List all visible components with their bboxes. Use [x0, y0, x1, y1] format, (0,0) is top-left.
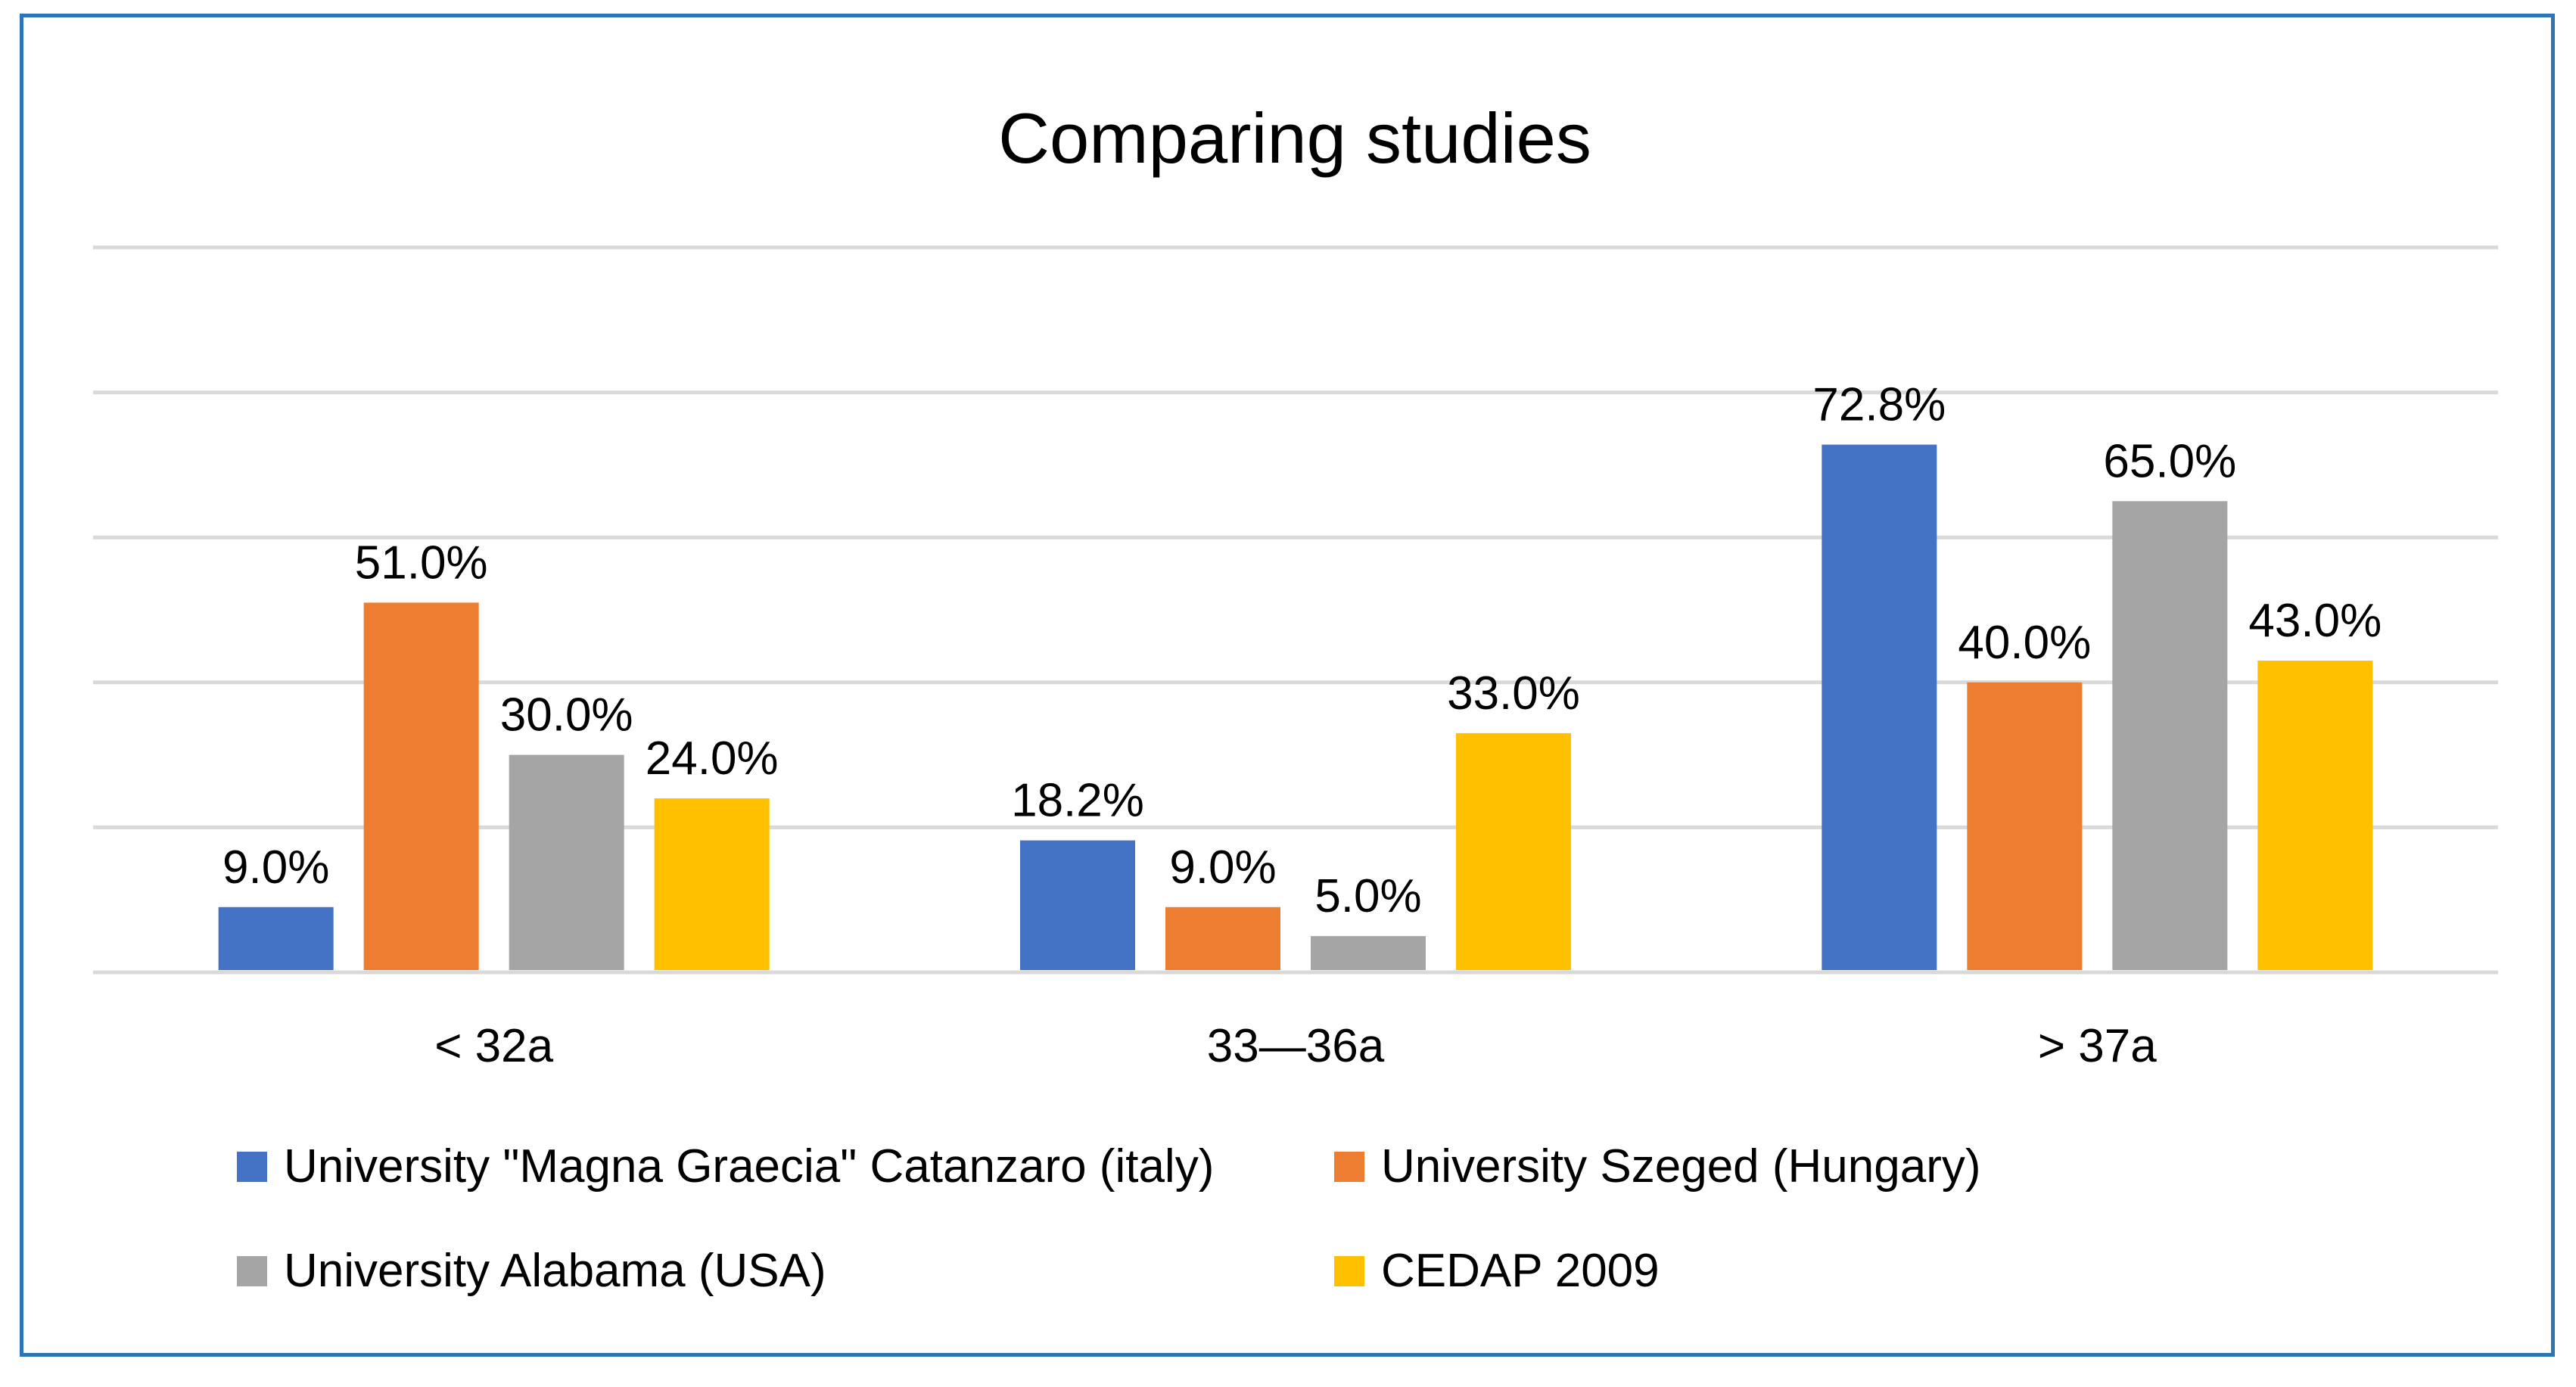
data-label: 24.0%: [646, 732, 779, 785]
bar: [218, 907, 334, 970]
bar: [1311, 936, 1426, 970]
chart-frame: Comparing studies 9.0% 51.0% 30.0% 24.0% 18.…: [20, 14, 2555, 1357]
data-label: 9.0%: [1169, 841, 1276, 894]
legend-swatch: [1334, 1255, 1364, 1286]
legend-swatch: [1334, 1151, 1364, 1182]
data-label: 40.0%: [1958, 617, 2091, 669]
bar: [1967, 682, 2083, 970]
data-label: 72.8%: [1812, 379, 1946, 431]
data-label: 5.0%: [1314, 870, 1421, 922]
legend-label: CEDAP 2009: [1381, 1245, 1660, 1297]
data-label: 65.0%: [2103, 435, 2236, 487]
data-labels-group: 9.0% 51.0% 30.0%24.0% 18.2% 9.0% 5.0% 33.0% 72.…: [222, 379, 2382, 923]
legend-label: University Szeged (Hungary): [1381, 1140, 1981, 1193]
bar: [1165, 907, 1280, 970]
bars-group: [218, 444, 2373, 970]
bar: [654, 798, 770, 970]
legend-item: University "Magna Graecia" Catanzaro (it…: [237, 1140, 1214, 1193]
legend-item: University Szeged (Hungary): [1334, 1140, 1981, 1193]
bar: [1822, 444, 1937, 970]
legend-swatch: [237, 1151, 267, 1182]
data-label: 18.2%: [1011, 775, 1144, 827]
chart-title: Comparing studies: [998, 98, 1591, 178]
bar: [363, 602, 479, 970]
legend-label: University "Magna Graecia" Catanzaro (it…: [284, 1140, 1215, 1193]
data-label: 30.0%: [500, 689, 633, 742]
legend-label: University Alabama (USA): [284, 1245, 826, 1297]
bar: [1456, 732, 1571, 970]
bar: [1020, 840, 1135, 970]
data-label: 43.0%: [2248, 595, 2382, 647]
bar: [2257, 661, 2373, 970]
x-tick-label: < 32a: [434, 1020, 553, 1072]
data-label: 51.0%: [355, 536, 488, 589]
bar: [2112, 501, 2228, 970]
data-label: 33.0%: [1447, 667, 1580, 720]
gridlines: [93, 245, 2498, 975]
x-axis-tick-labels: < 32a 33—36a > 37a: [434, 1020, 2157, 1072]
legend-item: University Alabama (USA): [237, 1244, 826, 1298]
data-label: 9.0%: [222, 841, 329, 894]
legend-swatch: [237, 1255, 267, 1286]
x-tick-label: > 37a: [2038, 1020, 2157, 1072]
bar: [509, 754, 624, 970]
x-tick-label: 33—36a: [1207, 1020, 1385, 1072]
legend-item: CEDAP 2009: [1334, 1244, 1660, 1298]
bar-chart: Comparing studies 9.0% 51.0% 30.0%24.0% 18.…: [93, 98, 2498, 1072]
